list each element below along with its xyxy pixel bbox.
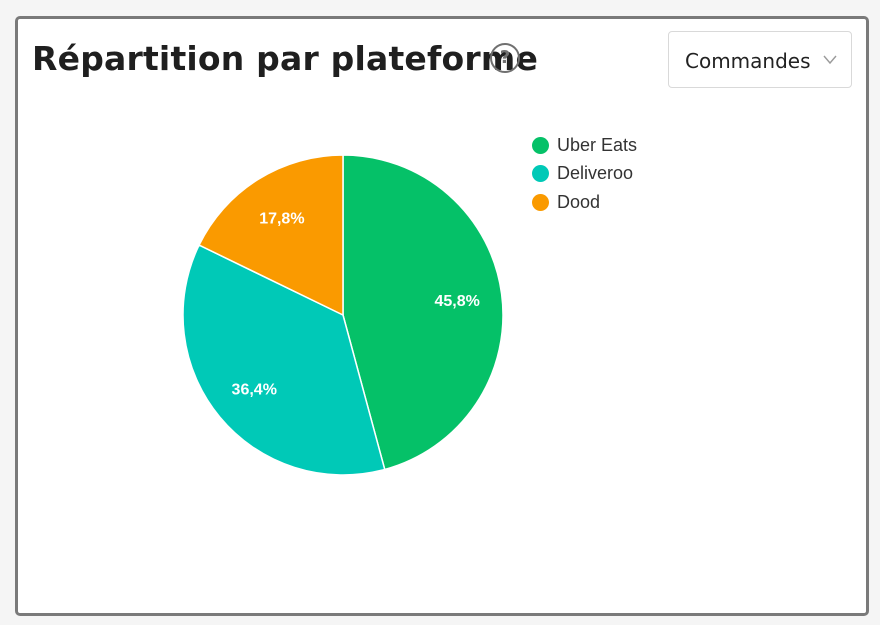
legend-swatch-deliveroo bbox=[532, 165, 549, 183]
pie-slice-uber-eats[interactable] bbox=[342, 154, 504, 471]
question-circle-icon[interactable]: ? bbox=[490, 43, 520, 73]
dropdown-selected-label: Commandes bbox=[685, 49, 811, 73]
slice-value-label: 36,4% bbox=[232, 381, 277, 398]
pie-slice-dood[interactable] bbox=[198, 154, 344, 317]
legend-item[interactable]: Uber Eats bbox=[532, 131, 637, 160]
legend-label: Dood bbox=[557, 191, 601, 212]
legend-label: Deliveroo bbox=[557, 163, 634, 184]
slice-value-label: 17,8% bbox=[259, 210, 304, 227]
chart-card: Répartition par plateforme ? Commandes 4… bbox=[15, 16, 869, 616]
metric-dropdown[interactable]: Commandes bbox=[668, 31, 852, 88]
legend-label: Uber Eats bbox=[557, 134, 638, 155]
legend-swatch-dood bbox=[532, 193, 549, 211]
legend-item[interactable]: Deliveroo bbox=[532, 160, 637, 189]
pie-chart: 45,8% 36,4% 17,8% bbox=[182, 154, 504, 476]
chevron-down-icon bbox=[823, 55, 837, 65]
legend-swatch-uber-eats bbox=[532, 136, 549, 154]
pie-slice-deliveroo[interactable] bbox=[182, 244, 386, 476]
slice-value-label: 45,8% bbox=[435, 293, 480, 310]
legend-item[interactable]: Dood bbox=[532, 188, 637, 217]
page-title: Répartition par plateforme bbox=[32, 39, 539, 78]
chart-legend: Uber Eats Deliveroo Dood bbox=[532, 131, 637, 217]
